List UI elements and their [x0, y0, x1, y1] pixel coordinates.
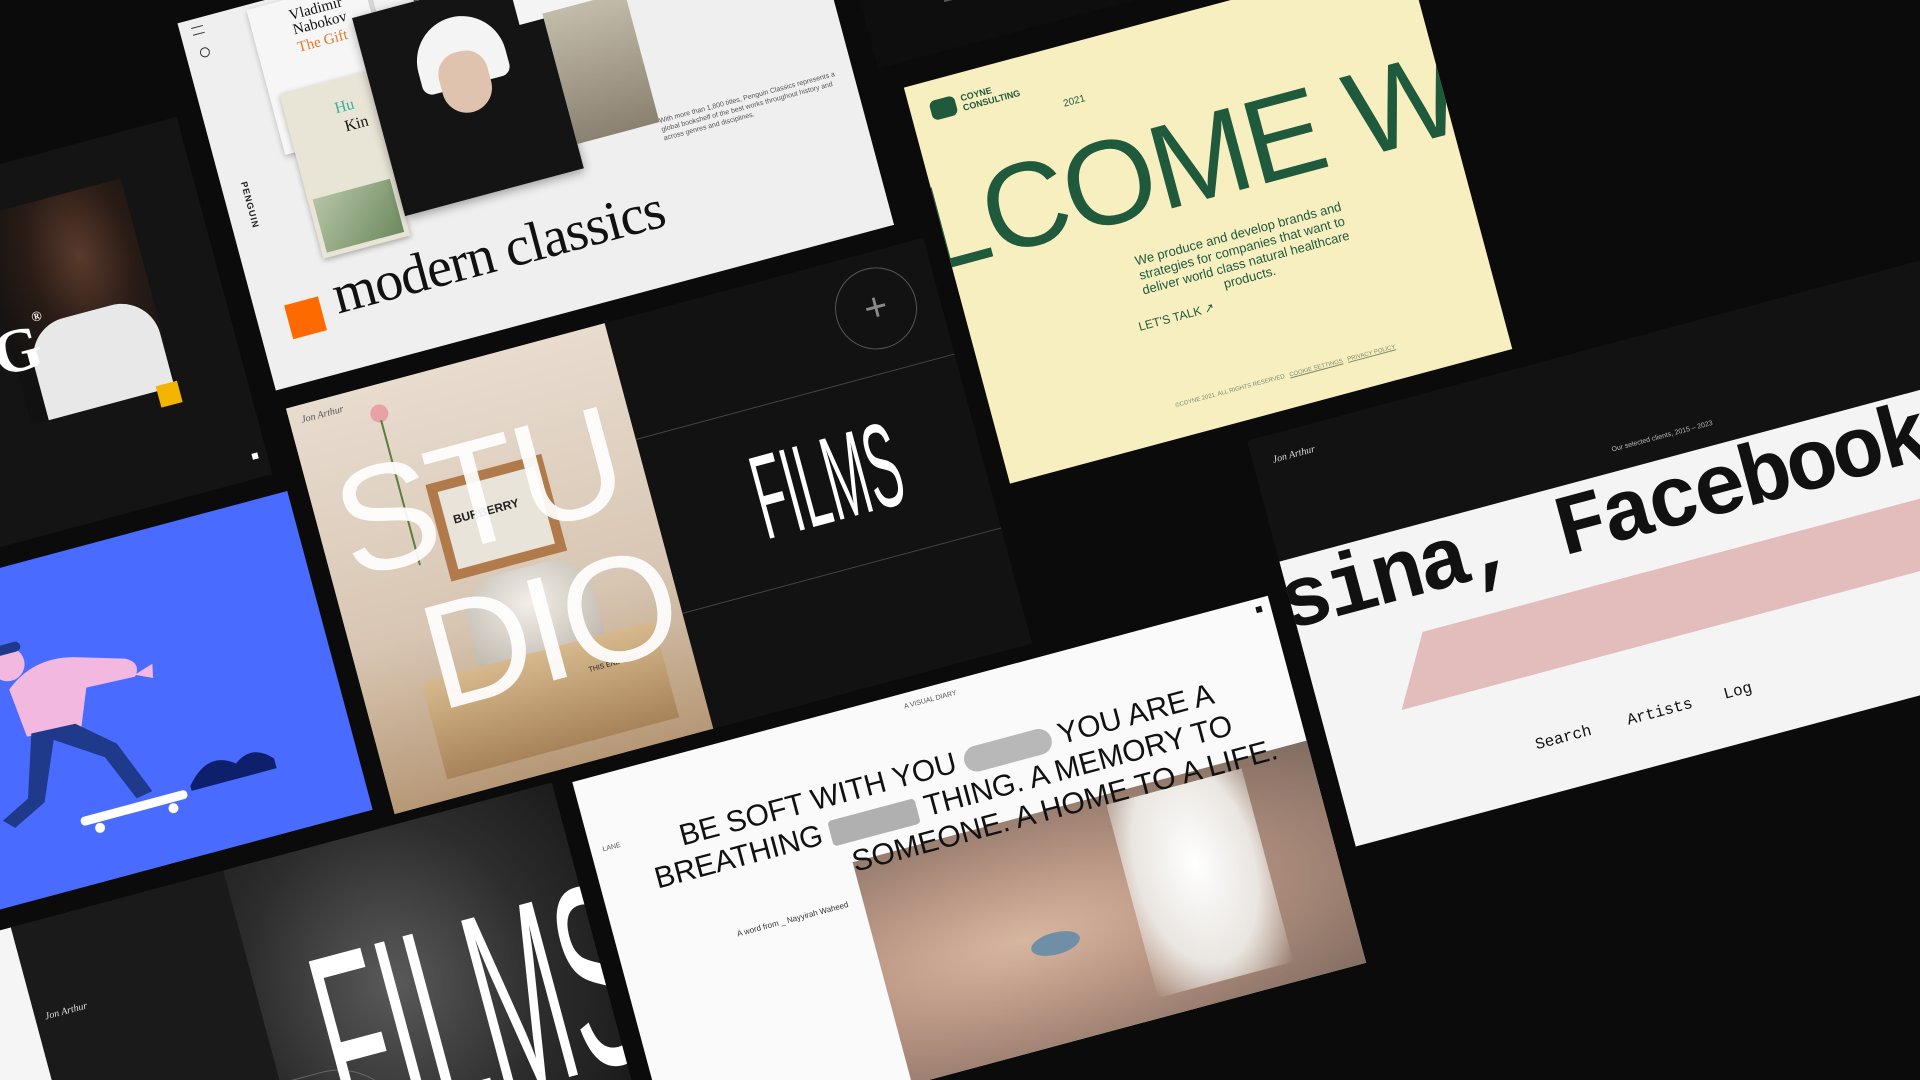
coyne-year: 2021: [1062, 93, 1087, 110]
white-dot: [251, 452, 259, 460]
diary-square-icon: [1255, 605, 1263, 614]
cap: [0, 641, 21, 659]
footer-cookie-link[interactable]: COOKIE SETTINGS: [1288, 358, 1344, 379]
diary-side-label: LANE: [602, 841, 622, 854]
orange-square: [284, 296, 327, 340]
penguin-vertical-brand: PENGUIN: [238, 180, 261, 230]
hand: [134, 663, 154, 679]
ergo-sub-line2: Eighty: [939, 0, 1011, 8]
plus-icon: +: [858, 283, 893, 332]
wheel: [95, 822, 106, 833]
plus-button[interactable]: +: [825, 258, 927, 359]
wheel: [168, 803, 179, 814]
footer-privacy-link[interactable]: PRIVACY POLICY: [1346, 344, 1397, 363]
rose: [368, 402, 391, 425]
book-title: Kin: [342, 112, 371, 136]
book-title: Hu: [332, 95, 357, 118]
hoodie-body: [9, 657, 137, 737]
skateboard: [80, 790, 188, 826]
diary-top-label: A VISUAL DIARY: [903, 689, 958, 711]
films-text: FILMS: [738, 396, 917, 565]
bw-signature: Jon Arthur: [43, 1000, 89, 1023]
menu-icon[interactable]: [191, 24, 205, 36]
coyne-footer: ©COYNE 2021. ALL RIGHTS RESERVED COOKIE …: [1175, 344, 1396, 409]
skater-illustration: [0, 641, 277, 833]
model-portrait-photo: [0, 178, 177, 425]
coyne-brand: COYNE CONSULTING: [959, 85, 1022, 113]
clients-signature: Jon Arthur: [1271, 443, 1317, 466]
diary-credit: A word from _ Nayyirah Waheed: [736, 899, 850, 939]
search-icon[interactable]: [198, 46, 212, 59]
coyne-logo-icon: [928, 95, 959, 122]
coyne-nav-about[interactable]: ABOUT: [1349, 0, 1393, 3]
skater-legs: [2, 723, 153, 828]
book-cover-art: [312, 178, 405, 253]
yellow-square: [155, 380, 183, 408]
bush-shape: [190, 752, 277, 791]
studio-signature: Jon Arthur: [300, 403, 345, 426]
footer-rights: ©COYNE 2021. ALL RIGHTS RESERVED: [1174, 373, 1286, 410]
skater-head: [0, 647, 25, 682]
login-panel: [0, 927, 110, 1080]
skater-illustration-card: [0, 490, 373, 947]
penguin-body-text: With more than 1,800 titles, Penguin Cla…: [658, 71, 836, 143]
eye: [1028, 926, 1083, 961]
